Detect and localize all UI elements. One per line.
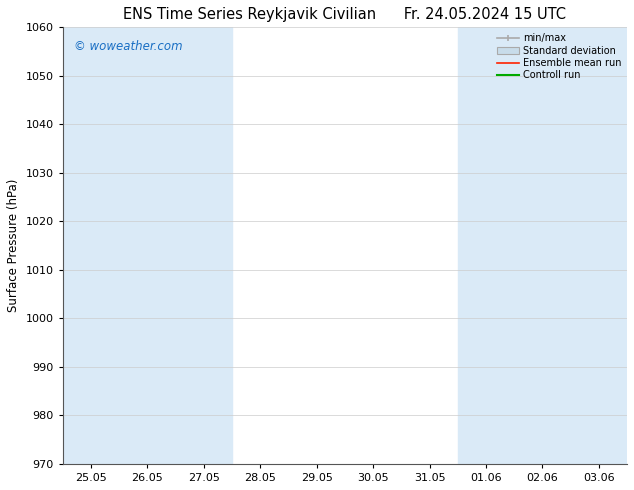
Bar [63, 27, 119, 464]
Y-axis label: Surface Pressure (hPa): Surface Pressure (hPa) [7, 179, 20, 312]
Legend: min/max, Standard deviation, Ensemble mean run, Controll run: min/max, Standard deviation, Ensemble me… [493, 29, 625, 84]
Title: ENS Time Series Reykjavik Civilian      Fr. 24.05.2024 15 UTC: ENS Time Series Reykjavik Civilian Fr. 2… [124, 7, 566, 22]
Bar [458, 27, 514, 464]
Bar [119, 27, 176, 464]
Bar [514, 27, 571, 464]
Bar [176, 27, 232, 464]
Bar [571, 27, 627, 464]
Text: © woweather.com: © woweather.com [74, 40, 183, 53]
